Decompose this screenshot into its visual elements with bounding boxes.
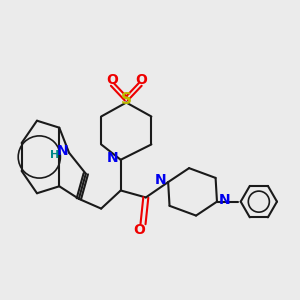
Text: H: H — [50, 150, 59, 160]
Text: N: N — [56, 144, 68, 158]
Text: S: S — [121, 92, 132, 107]
Text: O: O — [133, 223, 145, 237]
Text: N: N — [219, 193, 231, 207]
Text: N: N — [107, 152, 119, 165]
Text: O: O — [106, 73, 118, 87]
Text: O: O — [135, 73, 147, 87]
Text: N: N — [154, 173, 166, 187]
